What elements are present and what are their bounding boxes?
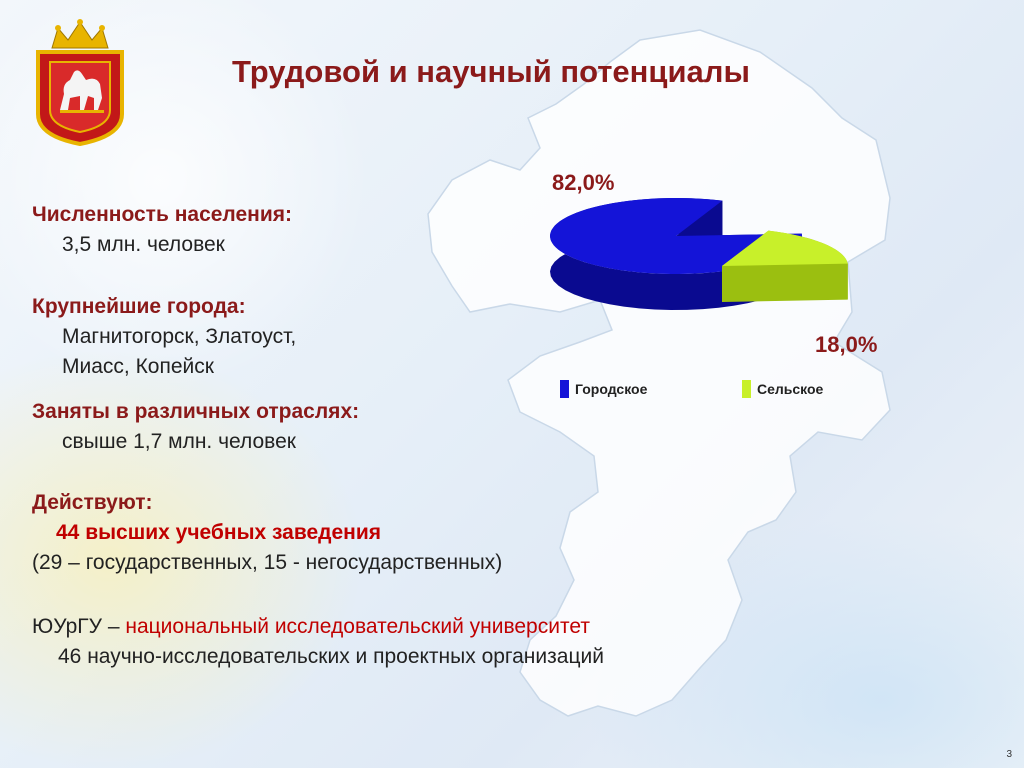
research-block: ЮУрГУ – национальный исследовательский у… [32, 612, 604, 672]
susu-line: ЮУрГУ – национальный исследовательский у… [32, 612, 604, 642]
cities-line-2: Миасс, Копейск [62, 355, 214, 378]
susu-name: ЮУрГУ [32, 615, 103, 638]
population-heading: Численность населения: [32, 203, 293, 226]
legend-item-urban: Городское [560, 380, 647, 398]
universities-count: 44 высших учебных заведения [56, 521, 382, 544]
legend-item-rural: Сельское [742, 380, 823, 398]
coat-of-arms-logo [36, 19, 124, 146]
population-value: 3,5 млн. человек [62, 233, 225, 256]
data-label-rural: 18,0% [815, 332, 878, 357]
susu-description: национальный исследовательский университ… [125, 615, 590, 638]
operate-block: Действуют: 44 высших учебных заведения (… [32, 488, 502, 578]
cities-heading: Крупнейшие города: [32, 295, 246, 318]
employed-value: свыше 1,7 млн. человек [62, 430, 296, 453]
pie-slice-rural [722, 230, 848, 302]
susu-dash: – [102, 615, 126, 638]
research-orgs: 46 научно-исследовательских и проектных … [58, 645, 604, 668]
universities-detail: (29 – государственных, 15 - негосударств… [32, 551, 503, 574]
page-title: Трудовой и научный потенциалы [232, 54, 750, 89]
cities-block: Крупнейшие города: Магнитогорск, Златоус… [32, 292, 296, 382]
population-pie-chart [550, 198, 848, 310]
legend-label-urban: Городское [575, 381, 648, 397]
legend-swatch-urban [560, 380, 569, 398]
legend-label-rural: Сельское [757, 381, 824, 397]
population-block: Численность населения: 3,5 млн. человек [32, 200, 292, 260]
cities-line-1: Магнитогорск, Златоуст, [62, 325, 297, 348]
employed-block: Заняты в различных отраслях: свыше 1,7 м… [32, 397, 359, 457]
legend-swatch-rural [742, 380, 751, 398]
data-label-urban: 82,0% [552, 170, 615, 195]
operate-heading: Действуют: [32, 491, 153, 514]
employed-heading: Заняты в различных отраслях: [32, 400, 360, 423]
page-number: 3 [1006, 749, 1012, 760]
